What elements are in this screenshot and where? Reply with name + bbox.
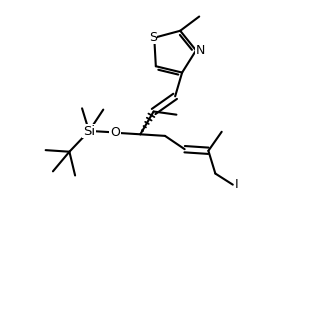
Text: I: I [235,178,238,191]
Text: O: O [110,126,120,139]
Text: S: S [149,31,157,44]
Text: N: N [196,44,205,57]
Text: Si: Si [83,125,95,138]
